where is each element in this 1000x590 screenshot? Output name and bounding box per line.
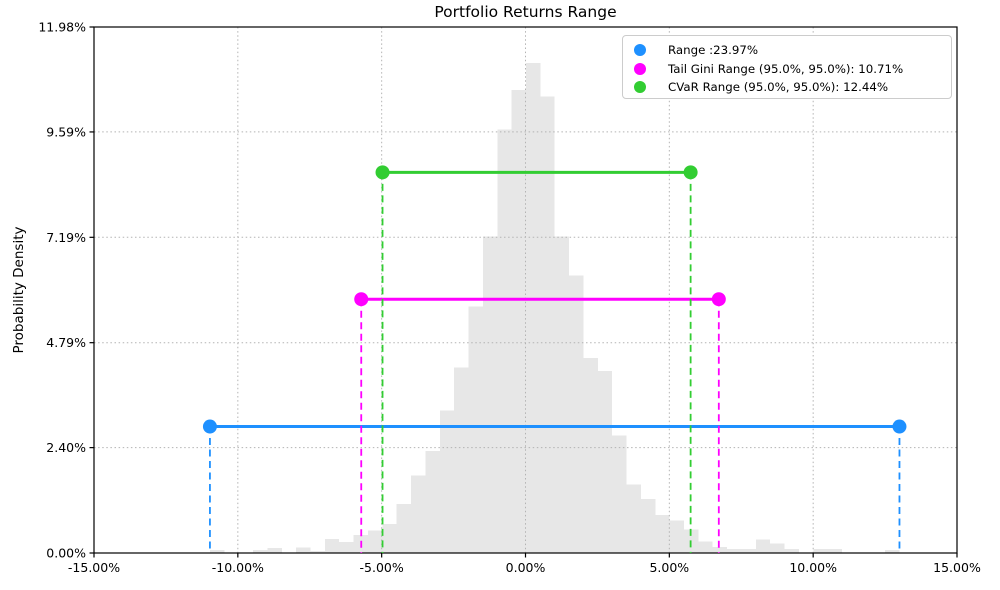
histogram-bar (640, 498, 656, 553)
histogram-bar (468, 306, 483, 553)
tail-gini-marker-icon (634, 62, 646, 75)
histogram-bar (597, 371, 613, 553)
histogram-bar (770, 543, 785, 553)
histogram-bar (712, 546, 728, 553)
legend: Range :23.97% Tail Gini Range (95.0%, 95… (622, 35, 952, 99)
legend-label: CVaR Range (95.0%, 95.0%): 12.44% (668, 80, 889, 95)
x-tick-label: 10.00% (789, 560, 837, 575)
chart-title: Portfolio Returns Range (434, 3, 617, 21)
y-tick-label: 7.19% (46, 230, 86, 245)
histogram-bar (885, 549, 900, 553)
cvar-range-left-dot (375, 165, 390, 180)
histogram-bar (813, 549, 828, 553)
tail-gini-range-left-dot (354, 292, 369, 307)
y-tick-label: 2.40% (46, 440, 86, 455)
histogram-bar (367, 530, 383, 553)
histogram-bar (425, 451, 440, 553)
histogram-bar (411, 475, 426, 553)
range-right-dot (892, 419, 907, 434)
range-left-dot (202, 419, 217, 434)
histogram-bar (583, 358, 598, 553)
histogram-bar (698, 541, 713, 553)
histogram-bar (296, 547, 311, 553)
histogram-bar (655, 514, 670, 553)
histogram-bar (727, 549, 742, 553)
x-tick-label: 0.00% (506, 560, 546, 575)
histogram-bar (827, 549, 843, 553)
histogram-bar (310, 550, 325, 553)
y-tick-label: 4.79% (46, 335, 86, 350)
cvar-marker-icon (634, 81, 646, 94)
histogram-bar (612, 435, 627, 553)
x-tick-label: 5.00% (649, 560, 689, 575)
tail-gini-range-right-dot (711, 292, 726, 307)
legend-label: Tail Gini Range (95.0%, 95.0%): 10.71% (668, 61, 904, 76)
histogram-bar (439, 410, 455, 553)
x-tick-label: -15.00% (68, 560, 120, 575)
histogram-bar (324, 538, 340, 553)
legend-label: Range :23.97% (668, 43, 759, 58)
histogram-bar (626, 484, 641, 553)
histogram-bar (569, 275, 584, 553)
y-tick-label: 0.00% (46, 546, 86, 561)
x-tick-label: -10.00% (212, 560, 264, 575)
histogram-bar (511, 89, 526, 553)
histogram-bar (554, 236, 570, 553)
histogram-bar (339, 542, 354, 553)
cvar-range-right-dot (683, 165, 698, 180)
histogram-bar (755, 539, 771, 553)
histogram-bar (267, 548, 282, 553)
histogram-bar (382, 524, 397, 553)
histogram-bar (253, 549, 268, 553)
histogram-bar (540, 96, 555, 553)
histogram-bar (497, 129, 512, 553)
histogram-bar (669, 520, 685, 553)
histogram-bar (454, 367, 469, 553)
histogram-bar (741, 549, 756, 553)
legend-item-tail-gini-range: Tail Gini Range (95.0%, 95.0%): 10.71% (634, 60, 951, 79)
range-marker-icon (634, 44, 646, 57)
y-tick-label: 11.98% (38, 20, 86, 35)
x-tick-label: -5.00% (360, 560, 404, 575)
histogram-bar (525, 63, 541, 554)
legend-item-range: Range :23.97% (634, 41, 951, 60)
legend-item-cvar-range: CVaR Range (95.0%, 95.0%): 12.44% (634, 78, 951, 97)
x-tick-label: 15.00% (933, 560, 981, 575)
histogram-bar (784, 549, 799, 553)
y-tick-label: 9.59% (46, 124, 86, 139)
histogram-bar (482, 236, 498, 553)
histogram-bar (396, 503, 412, 553)
histogram-bar (209, 549, 225, 553)
